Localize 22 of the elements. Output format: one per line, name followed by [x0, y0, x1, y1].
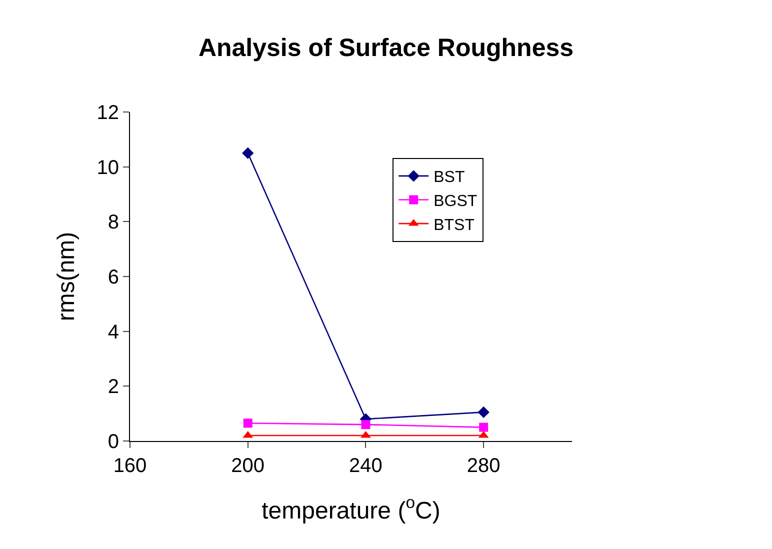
- chart-title: Analysis of Surface Roughness: [198, 34, 574, 62]
- x-tick-label: 200: [231, 455, 265, 477]
- y-tick-label: 10: [96, 156, 119, 179]
- legend-label: BGST: [434, 193, 478, 210]
- point: [479, 422, 488, 432]
- point: [242, 147, 254, 159]
- x-tick-label: 280: [466, 455, 500, 477]
- y-axis-title: rms(nm): [52, 232, 80, 322]
- point: [243, 418, 252, 428]
- y-tick-label: 8: [108, 212, 119, 234]
- legend-label: BST: [434, 169, 465, 186]
- x-tick-label: 160: [113, 455, 147, 477]
- y-tick-label: 12: [96, 102, 119, 124]
- y-tick-label: 4: [108, 321, 119, 344]
- x-axis-title: temperature ($^{o}$C): [262, 493, 440, 524]
- legend-label: BTST: [434, 216, 475, 234]
- y-tick-label: 2: [108, 376, 119, 398]
- x-tick-label: 240: [349, 455, 382, 477]
- point: [478, 406, 490, 418]
- y-tick-label: 0: [108, 431, 119, 453]
- y-tick-label: 6: [108, 266, 119, 288]
- point: [361, 420, 370, 430]
